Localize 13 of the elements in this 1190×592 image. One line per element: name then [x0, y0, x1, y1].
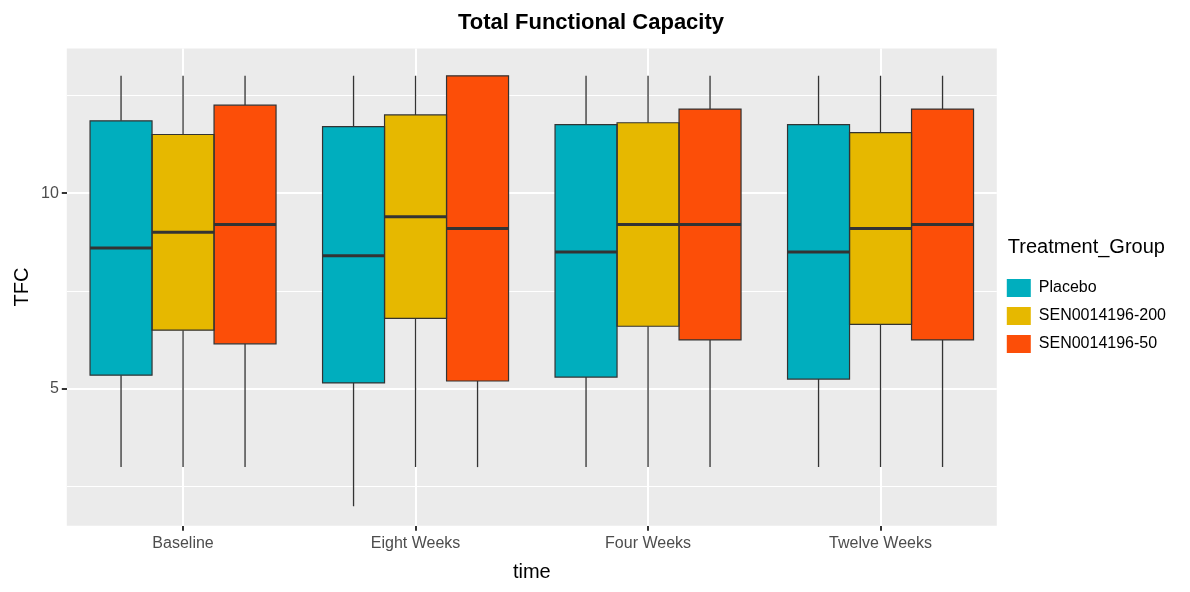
- x-tick-label: Eight Weeks: [370, 533, 461, 551]
- x-tick-label: Twelve Weeks: [829, 533, 932, 551]
- y-tick-label: 10: [41, 183, 59, 201]
- y-axis-title: TFC: [9, 267, 32, 307]
- x-tick-label: Baseline: [152, 533, 214, 551]
- y-tick-label: 5: [49, 379, 59, 397]
- legend-title: Treatment_Group: [1007, 234, 1165, 258]
- legend-label: Placebo: [1038, 278, 1097, 296]
- legend-label: SEN0014196-50: [1038, 334, 1158, 352]
- x-tick-label: Four Weeks: [605, 533, 692, 551]
- chart-title: Total Functional Capacity: [457, 9, 725, 35]
- legend-label: SEN0014196-200: [1038, 306, 1167, 324]
- x-axis-title: time: [512, 559, 551, 582]
